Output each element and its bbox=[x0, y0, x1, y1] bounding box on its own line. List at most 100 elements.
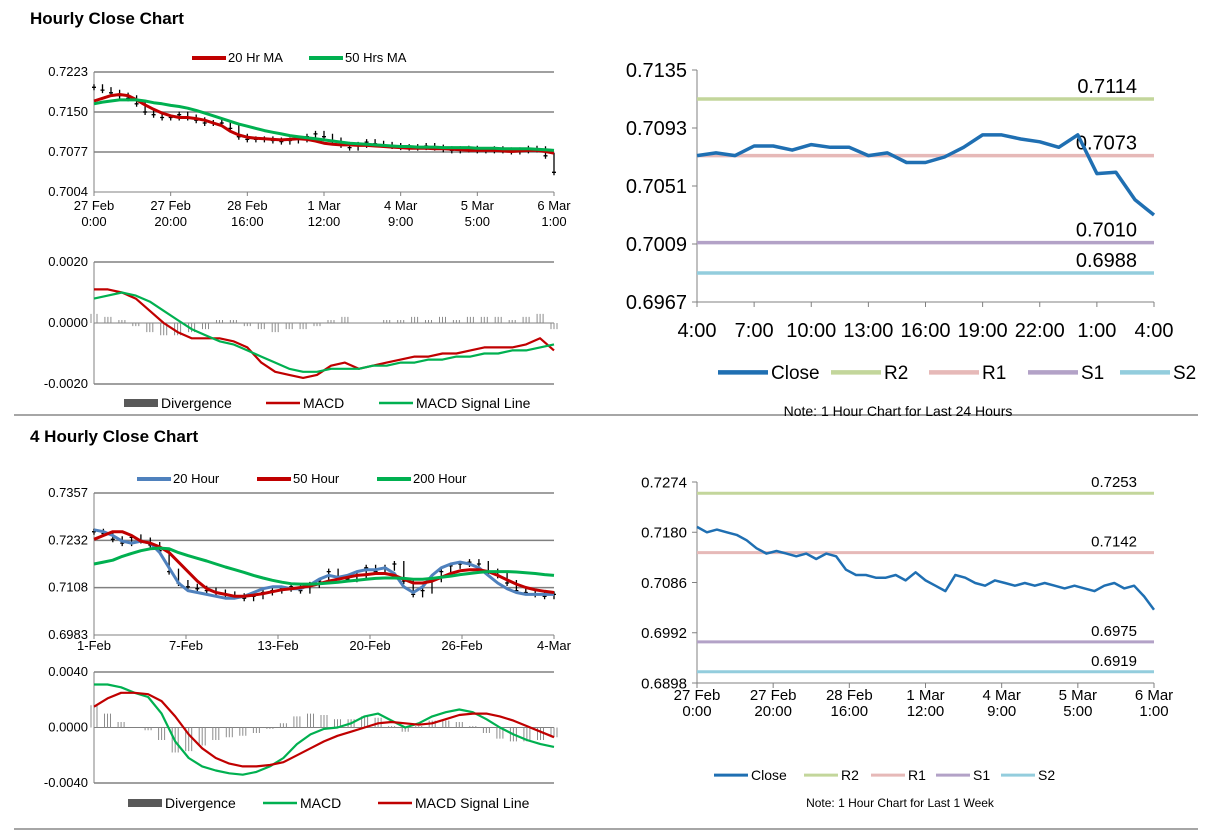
four_hourly_week-ytick-label: 0.6898 bbox=[641, 675, 687, 692]
hourly_macd-signal-line bbox=[93, 291, 555, 373]
four_hourly_week-ytick-label: 0.7274 bbox=[641, 474, 687, 491]
four_hourly_week-xtick-label: 0:00 bbox=[682, 703, 711, 720]
hourly_price-xtick-label: 1:00 bbox=[541, 214, 566, 229]
hourly_24h-xtick-label: 7:00 bbox=[735, 320, 774, 342]
four_hourly_week-xtick-label: 12:00 bbox=[907, 703, 945, 720]
hourly_price-xtick-label: 5:00 bbox=[465, 214, 490, 229]
hourly_24h-xtick-label: 4:00 bbox=[1135, 320, 1174, 342]
four_hourly_week-level-label-r2: 0.7253 bbox=[1091, 474, 1137, 491]
four_hourly_price-close-bars bbox=[92, 528, 556, 602]
four_hourly_price-ytick-label: 0.7357 bbox=[48, 485, 88, 500]
hourly_macd-ytick-label: 0.0020 bbox=[48, 254, 88, 269]
four_hourly_macd-ytick-label: -0.0040 bbox=[44, 775, 88, 790]
four_hourly_price-legend-label: 200 Hour bbox=[413, 471, 467, 486]
hourly_24h-legend-label: R1 bbox=[982, 363, 1006, 384]
four_hourly_week-xtick-label: 5:00 bbox=[1063, 703, 1092, 720]
hourly_price-xtick-label: 28 Feb bbox=[227, 198, 267, 213]
hourly_macd-divergence-bars bbox=[90, 313, 558, 336]
four_hourly_week-legend-label: S2 bbox=[1038, 767, 1055, 783]
hourly_24h-level-label-r1: 0.7073 bbox=[1076, 133, 1137, 155]
four_hourly_macd-legend-label: MACD bbox=[300, 795, 341, 811]
four_hourly_week-ytick-label: 0.7180 bbox=[641, 525, 687, 542]
four_hourly_week-legend-label: Close bbox=[751, 767, 787, 783]
four_hourly_macd-signal-line bbox=[93, 691, 555, 768]
four_hourly_price-ma-line-1 bbox=[93, 528, 554, 600]
four_hourly_price-xtick-label: 4-Mar bbox=[537, 638, 572, 653]
four_hourly_week-level-label-s2: 0.6919 bbox=[1091, 653, 1137, 670]
four_hourly_macd-legend-label: MACD Signal Line bbox=[415, 795, 530, 811]
hourly_24h-xtick-label: 19:00 bbox=[958, 320, 1008, 342]
four_hourly_price-xtick-label: 20-Feb bbox=[349, 638, 390, 653]
hourly_price-xtick-label: 20:00 bbox=[154, 214, 187, 229]
four_hourly_price-xtick-label: 26-Feb bbox=[441, 638, 482, 653]
hourly_macd-legend-label: Divergence bbox=[161, 395, 232, 411]
hourly_24h-ytick-label: 0.7135 bbox=[626, 60, 687, 82]
four_hourly_week-ytick-label: 0.6992 bbox=[641, 625, 687, 642]
four_hourly_week-level-label-r1: 0.7142 bbox=[1091, 534, 1137, 551]
hourly_price-close-bars bbox=[92, 84, 556, 176]
hourly_price-xtick-label: 16:00 bbox=[231, 214, 264, 229]
hourly_24h-legend-label: S1 bbox=[1081, 363, 1104, 384]
hourly_price-xtick-label: 27 Feb bbox=[74, 198, 114, 213]
hourly_price-xtick-label: 12:00 bbox=[308, 214, 341, 229]
four_hourly_price-legend-label: 50 Hour bbox=[293, 471, 340, 486]
hourly_24h-level-label-s2: 0.6988 bbox=[1076, 250, 1137, 272]
hourly_macd-ytick-label: 0.0000 bbox=[48, 315, 88, 330]
hourly_price-xtick-label: 1 Mar bbox=[307, 198, 341, 213]
four_hourly_week-xtick-label: 9:00 bbox=[987, 703, 1016, 720]
four_hourly_price-xtick-label: 7-Feb bbox=[169, 638, 203, 653]
four_hourly_week-xtick-label: 27 Feb bbox=[750, 687, 797, 704]
four_hourly_week-xtick-label: 4 Mar bbox=[982, 687, 1020, 704]
four_hourly_week-xtick-label: 6 Mar bbox=[1135, 687, 1173, 704]
hourly_24h-xtick-label: 4:00 bbox=[678, 320, 717, 342]
hourly_24h-level-label-r2: 0.7114 bbox=[1077, 76, 1137, 98]
hourly_24h-xtick-label: 16:00 bbox=[900, 320, 950, 342]
hourly_24h-xtick-label: 22:00 bbox=[1015, 320, 1065, 342]
four_hourly_macd-ytick-label: 0.0000 bbox=[48, 720, 88, 735]
section-title-four-hourly: 4 Hourly Close Chart bbox=[30, 427, 199, 446]
hourly_price-xtick-label: 27 Feb bbox=[150, 198, 190, 213]
four_hourly_price-ytick-label: 0.7232 bbox=[48, 532, 88, 547]
four_hourly_price-ytick-label: 0.6983 bbox=[48, 627, 88, 642]
hourly_macd-ytick-label: -0.0020 bbox=[44, 376, 88, 391]
hourly_price-xtick-label: 6 Mar bbox=[537, 198, 571, 213]
hourly_24h-xtick-label: 1:00 bbox=[1077, 320, 1116, 342]
hourly_price-xtick-label: 5 Mar bbox=[461, 198, 495, 213]
hourly_macd-macd-line bbox=[94, 288, 555, 379]
hourly_24h-xtick-label: 10:00 bbox=[786, 320, 836, 342]
four_hourly_week-xtick-label: 1:00 bbox=[1139, 703, 1168, 720]
hourly_price-ytick-label: 0.7150 bbox=[48, 104, 88, 119]
hourly_macd-legend-label: MACD bbox=[303, 395, 344, 411]
four_hourly_week-legend-label: R2 bbox=[841, 767, 859, 783]
hourly_price-xtick-label: 4 Mar bbox=[384, 198, 418, 213]
four_hourly_week-xtick-label: 20:00 bbox=[754, 703, 792, 720]
hourly_price-xtick-label: 0:00 bbox=[81, 214, 106, 229]
hourly_price-legend-label: 50 Hrs MA bbox=[345, 50, 407, 65]
four_hourly_week-close-line bbox=[696, 525, 1156, 611]
four_hourly_price-legend-label: 20 Hour bbox=[173, 471, 220, 486]
four_hourly_week-note: Note: 1 Hour Chart for Last 1 Week bbox=[806, 796, 995, 810]
four_hourly_price-ytick-label: 0.7108 bbox=[48, 580, 88, 595]
hourly_price-ma-line-1 bbox=[93, 93, 555, 155]
hourly_macd-legend-swatch bbox=[124, 399, 158, 407]
hourly_24h-close-line bbox=[696, 133, 1156, 217]
hourly_price-xtick-label: 9:00 bbox=[388, 214, 413, 229]
hourly_24h-ytick-label: 0.7051 bbox=[626, 176, 687, 198]
four_hourly_week-xtick-label: 16:00 bbox=[831, 703, 869, 720]
hourly_24h-level-label-s1: 0.7010 bbox=[1076, 220, 1137, 242]
four_hourly_week-legend-label: S1 bbox=[973, 767, 990, 783]
hourly_price-ma-line-2 bbox=[93, 98, 555, 152]
hourly_24h-legend-label: S2 bbox=[1173, 363, 1196, 384]
hourly_price-ytick-label: 0.7223 bbox=[48, 64, 88, 79]
hourly_24h-legend-label: Close bbox=[771, 363, 820, 384]
four_hourly_week-level-label-s1: 0.6975 bbox=[1091, 623, 1137, 640]
four_hourly_macd-legend-label: Divergence bbox=[165, 795, 236, 811]
four_hourly_macd-macd-line bbox=[94, 683, 555, 776]
four_hourly_price-ma-line-3 bbox=[93, 546, 555, 586]
four_hourly_week-xtick-label: 28 Feb bbox=[826, 687, 873, 704]
hourly_24h-ytick-label: 0.7009 bbox=[626, 234, 687, 256]
hourly_24h-xtick-label: 13:00 bbox=[843, 320, 893, 342]
hourly_price-ytick-label: 0.7004 bbox=[48, 184, 88, 199]
four_hourly_week-xtick-label: 27 Feb bbox=[674, 687, 721, 704]
four_hourly_macd-ytick-label: 0.0040 bbox=[48, 664, 88, 679]
